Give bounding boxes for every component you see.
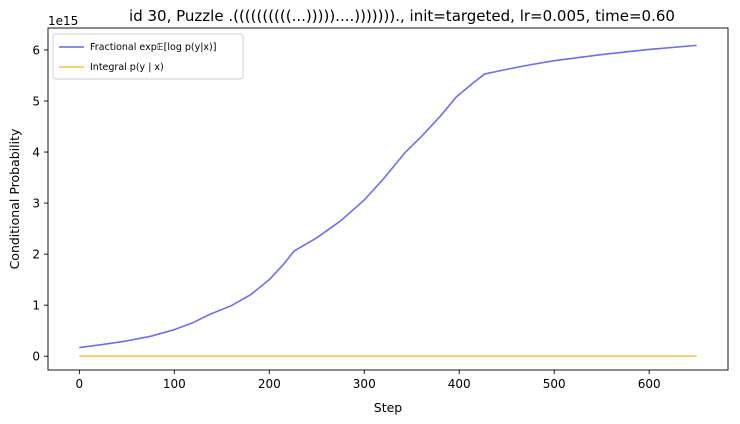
y-tick-label: 2 [32, 248, 40, 262]
x-tick-label: 500 [543, 377, 566, 391]
y-offset-label: 1e15 [48, 14, 78, 28]
legend-label-fractional: Fractional exp𝔼[log p(y|x)] [90, 42, 216, 53]
chart-title: id 30, Puzzle .((((((((((...)))))....)))… [129, 7, 675, 25]
y-tick-label: 4 [32, 146, 40, 160]
y-tick-label: 6 [32, 43, 40, 57]
x-tick-label: 400 [448, 377, 471, 391]
plot-frame [47, 27, 729, 371]
y-tick-label: 3 [32, 197, 40, 211]
x-tick-label: 600 [638, 377, 661, 391]
legend: Fractional exp𝔼[log p(y|x)] Integral p(y… [52, 33, 244, 80]
x-tick-label: 200 [258, 377, 281, 391]
legend-label-integral: Integral p(y | x) [90, 62, 164, 73]
series-line-0 [79, 44, 697, 349]
x-tick-label: 0 [76, 377, 84, 391]
x-tick-label: 300 [353, 377, 376, 391]
y-tick-label: 5 [32, 94, 40, 108]
legend-box [52, 33, 244, 80]
y-tick-label: 1 [32, 299, 40, 313]
x-axis-label: Step [374, 400, 403, 415]
y-axis-label: Conditional Probability [7, 128, 22, 269]
y-tick-label: 0 [32, 350, 40, 364]
x-tick-label: 100 [163, 377, 186, 391]
